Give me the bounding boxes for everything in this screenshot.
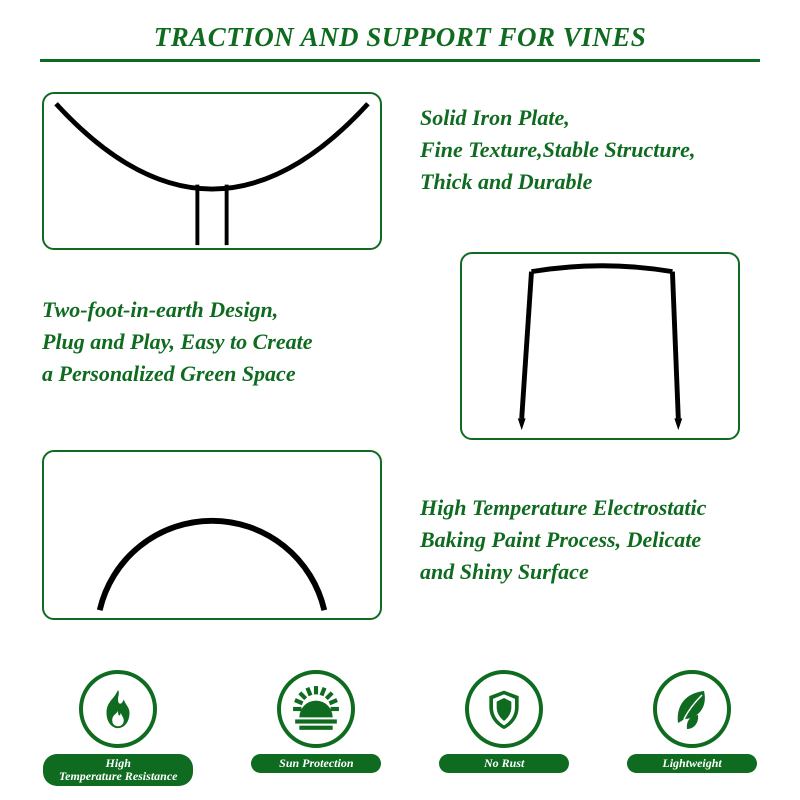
feature-lightweight: Lightweight (627, 670, 757, 786)
page-title: TRACTION AND SUPPORT FOR VINES (0, 22, 800, 53)
feature-sun-protection: Sun Protection (251, 670, 381, 786)
panel-half-ring (42, 450, 382, 620)
feature-no-rust: No Rust (439, 670, 569, 786)
product-legs-svg (462, 254, 738, 438)
feature-label: No Rust (439, 754, 569, 773)
desc-iron-plate: Solid Iron Plate, Fine Texture,Stable St… (420, 102, 770, 198)
desc-baking-paint: High Temperature Electrostatic Baking Pa… (420, 492, 780, 588)
product-ring-svg (44, 452, 380, 618)
shield-icon (465, 670, 543, 748)
panel-legs (460, 252, 740, 440)
flame-icon (79, 670, 157, 748)
feature-label: High Temperature Resistance (43, 754, 194, 786)
feature-label: Sun Protection (251, 754, 381, 773)
panel-arc-top (42, 92, 382, 250)
feature-label: Lightweight (627, 754, 757, 773)
feature-high-temp: High Temperature Resistance (43, 670, 194, 786)
feature-row: High Temperature Resistance (0, 670, 800, 786)
sun-icon (277, 670, 355, 748)
leaf-icon (653, 670, 731, 748)
desc-two-foot: Two-foot-in-earth Design, Plug and Play,… (42, 294, 402, 390)
product-arc-svg (44, 94, 380, 248)
content-grid: Solid Iron Plate, Fine Texture,Stable St… (0, 62, 800, 662)
